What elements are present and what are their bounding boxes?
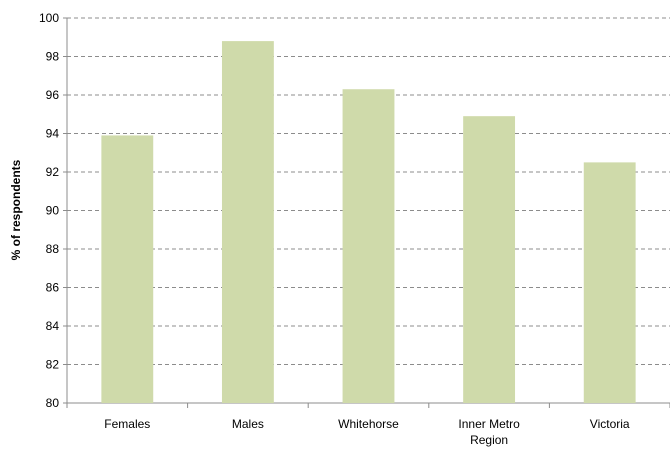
y-tick-labels: 80 82 84 86 88 90 92 94 96 98 100 [39, 11, 59, 410]
y-tick-label: 90 [46, 204, 60, 218]
y-tick-label: 80 [46, 396, 60, 410]
y-tick-label: 92 [46, 165, 60, 179]
x-tick-label: Males [232, 417, 264, 431]
bar [342, 89, 395, 403]
y-tick-label: 88 [46, 242, 60, 256]
y-tick-label: 100 [39, 11, 59, 25]
bar [583, 162, 636, 403]
x-tick-label: Victoria [590, 417, 630, 431]
bars [101, 41, 636, 404]
y-tick-label: 96 [46, 88, 60, 102]
x-tick-label: Inner Metro Region [458, 417, 520, 447]
x-tick-label: Whitehorse [338, 417, 399, 431]
y-tick-label: 82 [46, 358, 60, 372]
y-tick-label: 98 [46, 50, 60, 64]
bar [463, 116, 516, 404]
bar [221, 41, 274, 403]
y-tick-label: 94 [46, 127, 60, 141]
y-axis-label: % of respondents [9, 159, 23, 260]
y-tick-label: 84 [46, 319, 60, 333]
x-tick-labels: Females Males Whitehorse Inner Metro Region V… [104, 417, 630, 447]
x-tick-label: Females [104, 417, 150, 431]
bar [101, 135, 154, 404]
y-tick-label: 86 [46, 281, 60, 295]
